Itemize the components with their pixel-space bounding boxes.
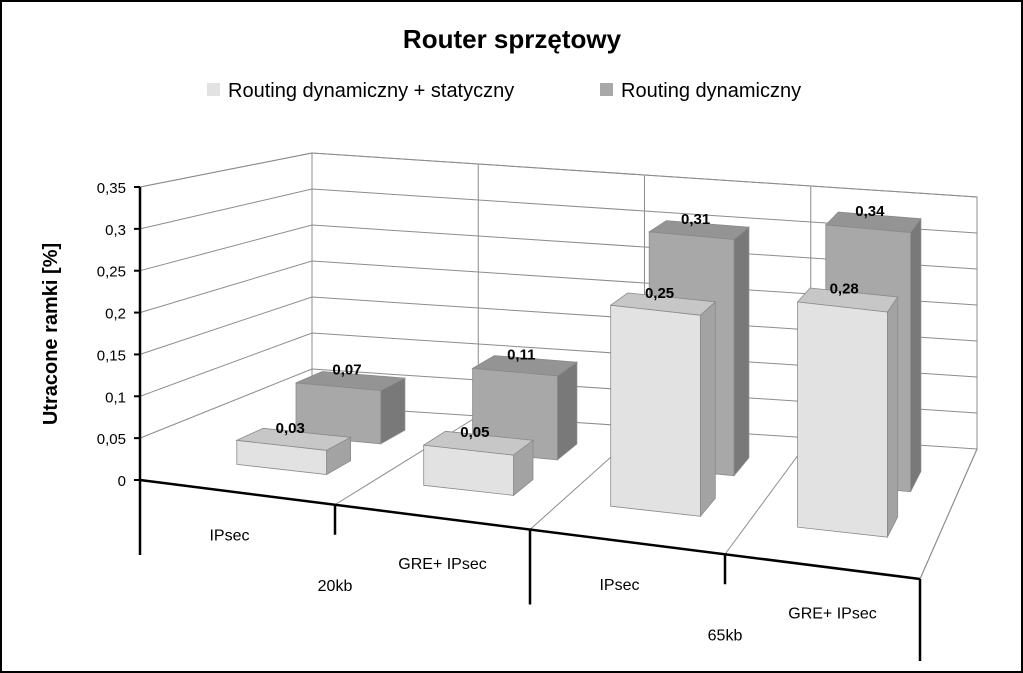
data-label: 0,03	[276, 420, 305, 437]
x-category-label: GRE+ IPsec	[398, 556, 486, 573]
gridline	[139, 260, 978, 314]
y-tick-label: 0,05	[97, 431, 126, 448]
bar-front	[797, 301, 888, 538]
axis-layer: 0 0,05 0,1 0,15 0,2 0,25 0,3 0,35 IPsec GRE+ IPse…	[97, 180, 922, 661]
bar-top	[422, 430, 535, 456]
right-wall-edge	[919, 197, 978, 580]
x-category-label: GRE+ IPsec	[788, 606, 876, 623]
y-tick-label: 0,15	[97, 347, 126, 364]
legend: Routing dynamiczny + statyczny Routing d…	[207, 80, 801, 102]
bar-side	[910, 217, 922, 492]
legend-swatch-series-1	[207, 83, 220, 96]
bar-top	[235, 427, 352, 451]
bar-top	[609, 292, 717, 316]
bar-top	[295, 371, 407, 391]
bar-front	[610, 304, 701, 517]
floor-divider	[334, 415, 479, 506]
y-tick-label: 0	[118, 473, 126, 490]
data-label: 0,34	[855, 203, 885, 220]
bar-top	[648, 220, 750, 240]
bar-top	[824, 211, 922, 233]
data-label: 0,25	[645, 285, 674, 302]
legend-swatch-series-2	[600, 83, 613, 96]
legend-label-series-2: Routing dynamiczny	[621, 80, 801, 102]
y-tick-label: 0,35	[97, 180, 126, 197]
y-tick-label: 0,1	[105, 389, 126, 406]
floor-divider	[724, 437, 812, 555]
gridline	[139, 368, 978, 439]
y-axis-label: Utracone ramki [%]	[40, 243, 62, 425]
data-label: 0,28	[830, 281, 859, 298]
gridline	[139, 332, 978, 397]
gridline	[139, 152, 978, 198]
x-group-label: 20kb	[318, 578, 353, 595]
y-tick-label: 0,25	[97, 264, 126, 281]
gridline	[139, 224, 978, 272]
bar-side	[887, 295, 899, 538]
x-category-label: IPsec	[209, 527, 249, 544]
gridline	[139, 296, 978, 355]
data-label: 0,11	[507, 346, 535, 363]
bar-side	[557, 361, 578, 461]
x-category-label: IPsec	[599, 577, 639, 594]
bar-top	[471, 355, 579, 377]
chart-title: Router sprzętowy	[403, 24, 622, 54]
legend-label-series-1: Routing dynamiczny + statyczny	[228, 80, 514, 102]
labels-layer: 0,07 0,11 0,31 0,34 0,03 0,05 0,25 0,28	[276, 203, 885, 441]
y-tick-label: 0,3	[105, 222, 126, 239]
data-label: 0,07	[332, 362, 361, 379]
x-group-label: 65kb	[708, 627, 743, 644]
gridline	[139, 188, 978, 234]
data-label: 0,05	[460, 424, 489, 441]
floor-edge-right	[919, 448, 978, 580]
y-tick-label: 0,2	[105, 306, 126, 323]
bar-side	[700, 300, 716, 518]
bar-top	[796, 287, 899, 313]
bars-layer	[235, 211, 922, 538]
bar-side	[733, 226, 750, 477]
data-label: 0,31	[681, 211, 710, 228]
